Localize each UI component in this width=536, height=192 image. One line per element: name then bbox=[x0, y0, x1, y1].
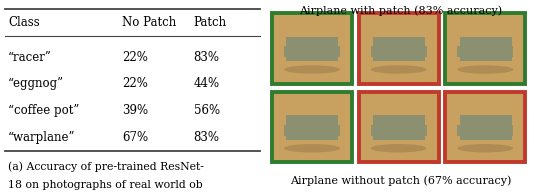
Bar bbox=[445, 13, 525, 84]
Bar bbox=[272, 92, 352, 162]
Ellipse shape bbox=[457, 65, 513, 74]
Text: 22%: 22% bbox=[122, 77, 148, 90]
Bar bbox=[286, 36, 338, 61]
Bar bbox=[371, 125, 427, 136]
Text: 44%: 44% bbox=[193, 77, 220, 90]
Bar bbox=[272, 92, 352, 162]
Bar bbox=[359, 92, 438, 162]
Bar bbox=[460, 36, 511, 61]
Text: 83%: 83% bbox=[193, 51, 220, 64]
Text: Patch: Patch bbox=[193, 16, 227, 29]
Bar bbox=[445, 13, 525, 84]
Bar bbox=[373, 115, 425, 140]
Bar bbox=[445, 92, 525, 162]
Text: Airplane with patch (83% accuracy): Airplane with patch (83% accuracy) bbox=[299, 6, 502, 16]
Bar bbox=[359, 13, 438, 84]
Text: 67%: 67% bbox=[122, 131, 148, 144]
Text: 22%: 22% bbox=[122, 51, 148, 64]
Bar bbox=[371, 46, 427, 57]
Bar bbox=[460, 115, 511, 140]
Bar bbox=[272, 13, 352, 84]
Text: 56%: 56% bbox=[193, 104, 220, 117]
Bar bbox=[359, 92, 438, 162]
Text: “warplane”: “warplane” bbox=[8, 131, 76, 144]
Bar bbox=[272, 13, 352, 84]
Text: “coffee pot”: “coffee pot” bbox=[8, 104, 79, 117]
Bar bbox=[284, 125, 340, 136]
Bar bbox=[457, 46, 513, 57]
Text: 18 on photographs of real world ob: 18 on photographs of real world ob bbox=[8, 180, 203, 190]
Text: 83%: 83% bbox=[193, 131, 220, 144]
Bar bbox=[286, 115, 338, 140]
Bar bbox=[284, 46, 340, 57]
Bar bbox=[373, 36, 425, 61]
Bar bbox=[457, 125, 513, 136]
Ellipse shape bbox=[284, 65, 340, 74]
Ellipse shape bbox=[284, 144, 340, 152]
Ellipse shape bbox=[371, 65, 427, 74]
Ellipse shape bbox=[371, 144, 427, 152]
Ellipse shape bbox=[457, 144, 513, 152]
Text: (a) Accuracy of pre-trained ResNet-: (a) Accuracy of pre-trained ResNet- bbox=[8, 161, 204, 172]
Bar bbox=[445, 92, 525, 162]
Text: “eggnog”: “eggnog” bbox=[8, 77, 64, 90]
Bar bbox=[359, 13, 438, 84]
Text: 39%: 39% bbox=[122, 104, 148, 117]
Text: No Patch: No Patch bbox=[122, 16, 176, 29]
Text: Airplane without patch (67% accuracy): Airplane without patch (67% accuracy) bbox=[290, 176, 511, 186]
Text: Class: Class bbox=[8, 16, 40, 29]
Text: “racer”: “racer” bbox=[8, 51, 52, 64]
